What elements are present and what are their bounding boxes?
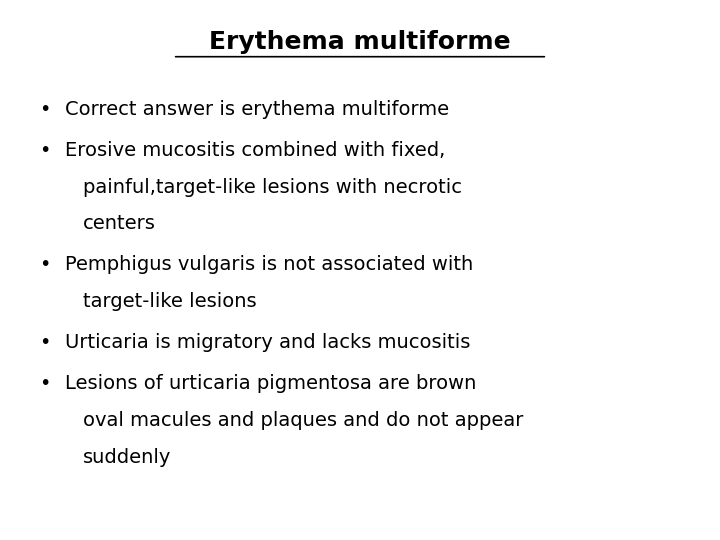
Text: •: • [40, 333, 51, 352]
Text: centers: centers [83, 214, 156, 233]
Text: •: • [40, 255, 51, 274]
Text: oval macules and plaques and do not appear: oval macules and plaques and do not appe… [83, 411, 523, 430]
Text: Erosive mucositis combined with fixed,: Erosive mucositis combined with fixed, [65, 141, 445, 160]
Text: Pemphigus vulgaris is not associated with: Pemphigus vulgaris is not associated wit… [65, 255, 473, 274]
Text: Lesions of urticaria pigmentosa are brown: Lesions of urticaria pigmentosa are brow… [65, 374, 476, 393]
Text: suddenly: suddenly [83, 448, 171, 467]
Text: painful,target-like lesions with necrotic: painful,target-like lesions with necroti… [83, 178, 462, 197]
Text: Correct answer is erythema multiforme: Correct answer is erythema multiforme [65, 100, 449, 119]
Text: •: • [40, 100, 51, 119]
Text: •: • [40, 374, 51, 393]
Text: •: • [40, 141, 51, 160]
Text: target-like lesions: target-like lesions [83, 292, 256, 311]
Text: Erythema multiforme: Erythema multiforme [210, 30, 510, 53]
Text: Urticaria is migratory and lacks mucositis: Urticaria is migratory and lacks mucosit… [65, 333, 470, 352]
